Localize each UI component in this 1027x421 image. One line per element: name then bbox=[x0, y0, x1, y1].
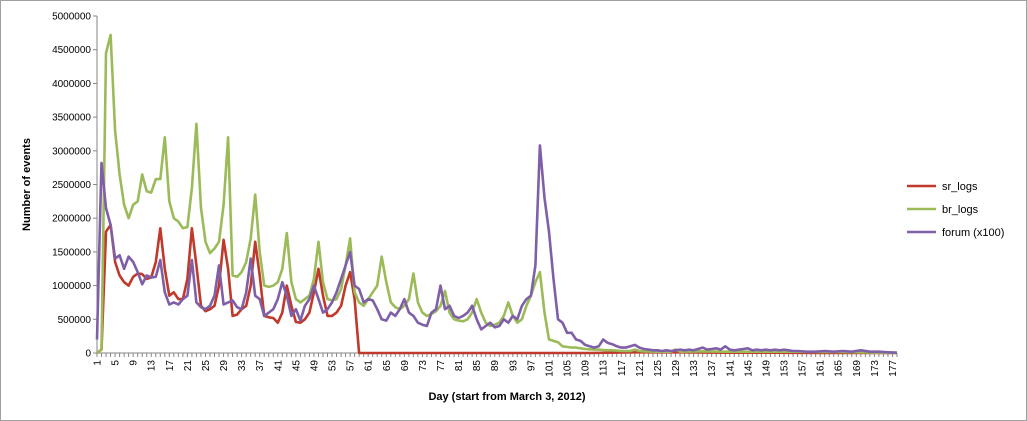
x-tick-label: 25 bbox=[201, 360, 212, 372]
y-tick-label: 1500000 bbox=[52, 247, 91, 258]
x-tick-label: 65 bbox=[382, 360, 393, 372]
x-tick-label: 9 bbox=[129, 360, 140, 366]
x-tick-label: 93 bbox=[508, 360, 519, 372]
legend-label: br_logs bbox=[942, 204, 979, 216]
x-tick-label: 21 bbox=[183, 360, 194, 372]
x-tick-label: 113 bbox=[599, 360, 610, 376]
x-tick-label: 165 bbox=[834, 360, 845, 377]
y-tick-label: 3500000 bbox=[52, 113, 91, 124]
y-axis-title: Number of events bbox=[21, 138, 33, 231]
x-tick-label: 41 bbox=[273, 360, 284, 372]
x-tick-label: 141 bbox=[725, 360, 736, 377]
x-tick-label: 5 bbox=[111, 360, 122, 366]
x-tick-label: 13 bbox=[147, 360, 158, 372]
x-tick-label: 137 bbox=[707, 360, 718, 377]
y-tick-label: 4500000 bbox=[52, 45, 91, 56]
series-line-forum-x100- bbox=[95, 144, 898, 354]
x-tick-label: 33 bbox=[237, 360, 248, 372]
y-tick-label: 4000000 bbox=[52, 79, 91, 90]
y-tick-label: 3000000 bbox=[52, 146, 91, 157]
x-tick-label: 149 bbox=[761, 360, 772, 377]
x-tick-label: 49 bbox=[309, 360, 320, 372]
x-tick-label: 161 bbox=[816, 360, 827, 377]
x-tick-label: 77 bbox=[436, 360, 447, 372]
x-tick-label: 45 bbox=[291, 360, 302, 372]
x-tick-label: 85 bbox=[472, 360, 483, 372]
x-tick-label: 117 bbox=[617, 360, 628, 376]
x-tick-label: 109 bbox=[581, 360, 592, 377]
x-tick-label: 153 bbox=[780, 360, 791, 377]
x-tick-label: 29 bbox=[219, 360, 230, 372]
x-tick-label: 89 bbox=[490, 360, 501, 372]
x-tick-label: 97 bbox=[526, 360, 537, 372]
x-tick-label: 105 bbox=[563, 360, 574, 377]
y-tick-label: 5000000 bbox=[52, 12, 91, 23]
y-tick-label: 2000000 bbox=[52, 214, 91, 225]
x-tick-label: 177 bbox=[888, 360, 899, 377]
x-tick-label: 69 bbox=[400, 360, 411, 372]
x-tick-label: 37 bbox=[255, 360, 266, 372]
x-tick-label: 145 bbox=[743, 360, 754, 377]
x-tick-label: 101 bbox=[544, 360, 555, 377]
x-tick-label: 121 bbox=[635, 360, 646, 377]
x-tick-label: 61 bbox=[364, 360, 375, 372]
legend-label: forum (x100) bbox=[942, 227, 1004, 239]
x-tick-label: 1 bbox=[93, 360, 104, 366]
y-tick-label: 500000 bbox=[58, 315, 92, 326]
x-tick-label: 157 bbox=[798, 360, 809, 377]
x-tick-label: 57 bbox=[346, 360, 357, 372]
x-tick-label: 169 bbox=[852, 360, 863, 377]
x-tick-label: 53 bbox=[328, 360, 339, 372]
x-tick-label: 81 bbox=[454, 360, 465, 372]
series-line-br-logs bbox=[96, 33, 897, 355]
x-tick-label: 129 bbox=[671, 360, 682, 377]
x-tick-label: 125 bbox=[653, 360, 664, 377]
y-tick-label: 0 bbox=[85, 349, 91, 360]
y-tick-label: 2500000 bbox=[52, 180, 91, 191]
x-tick-label: 173 bbox=[870, 360, 881, 377]
x-tick-label: 133 bbox=[689, 360, 700, 377]
legend-label: sr_logs bbox=[942, 181, 978, 193]
x-tick-label: 17 bbox=[165, 360, 176, 372]
y-tick-label: 1000000 bbox=[52, 281, 91, 292]
x-tick-label: 73 bbox=[418, 360, 429, 372]
x-axis-title: Day (start from March 3, 2012) bbox=[428, 391, 585, 403]
